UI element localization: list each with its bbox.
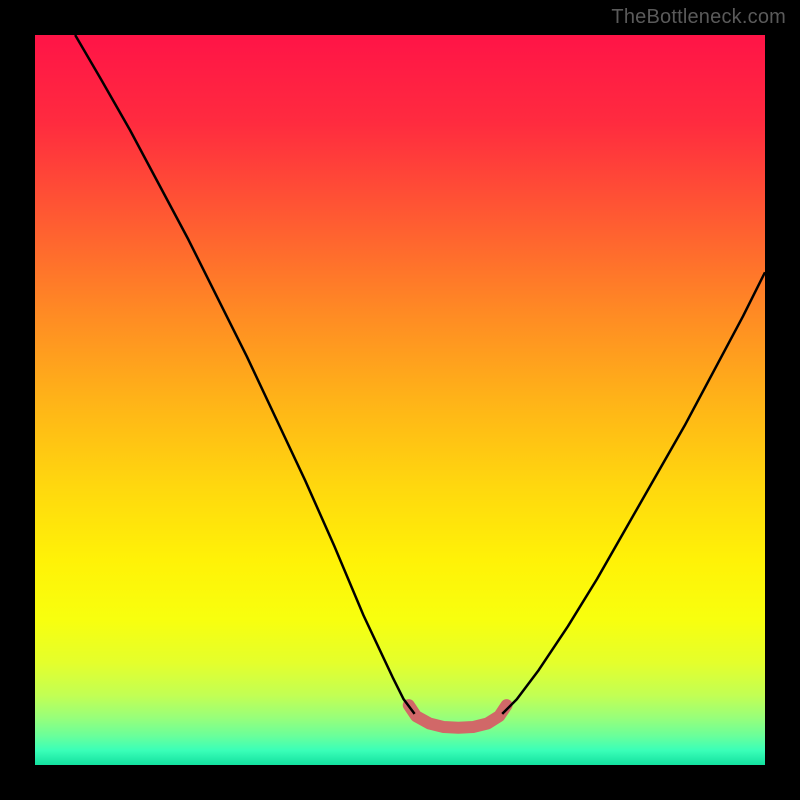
left-curve-path bbox=[75, 35, 414, 714]
curve-layer bbox=[35, 35, 765, 765]
right-curve-path bbox=[502, 272, 765, 714]
flat-segment-path bbox=[409, 705, 507, 728]
plot-area bbox=[35, 35, 765, 765]
watermark-text: TheBottleneck.com bbox=[611, 6, 786, 29]
